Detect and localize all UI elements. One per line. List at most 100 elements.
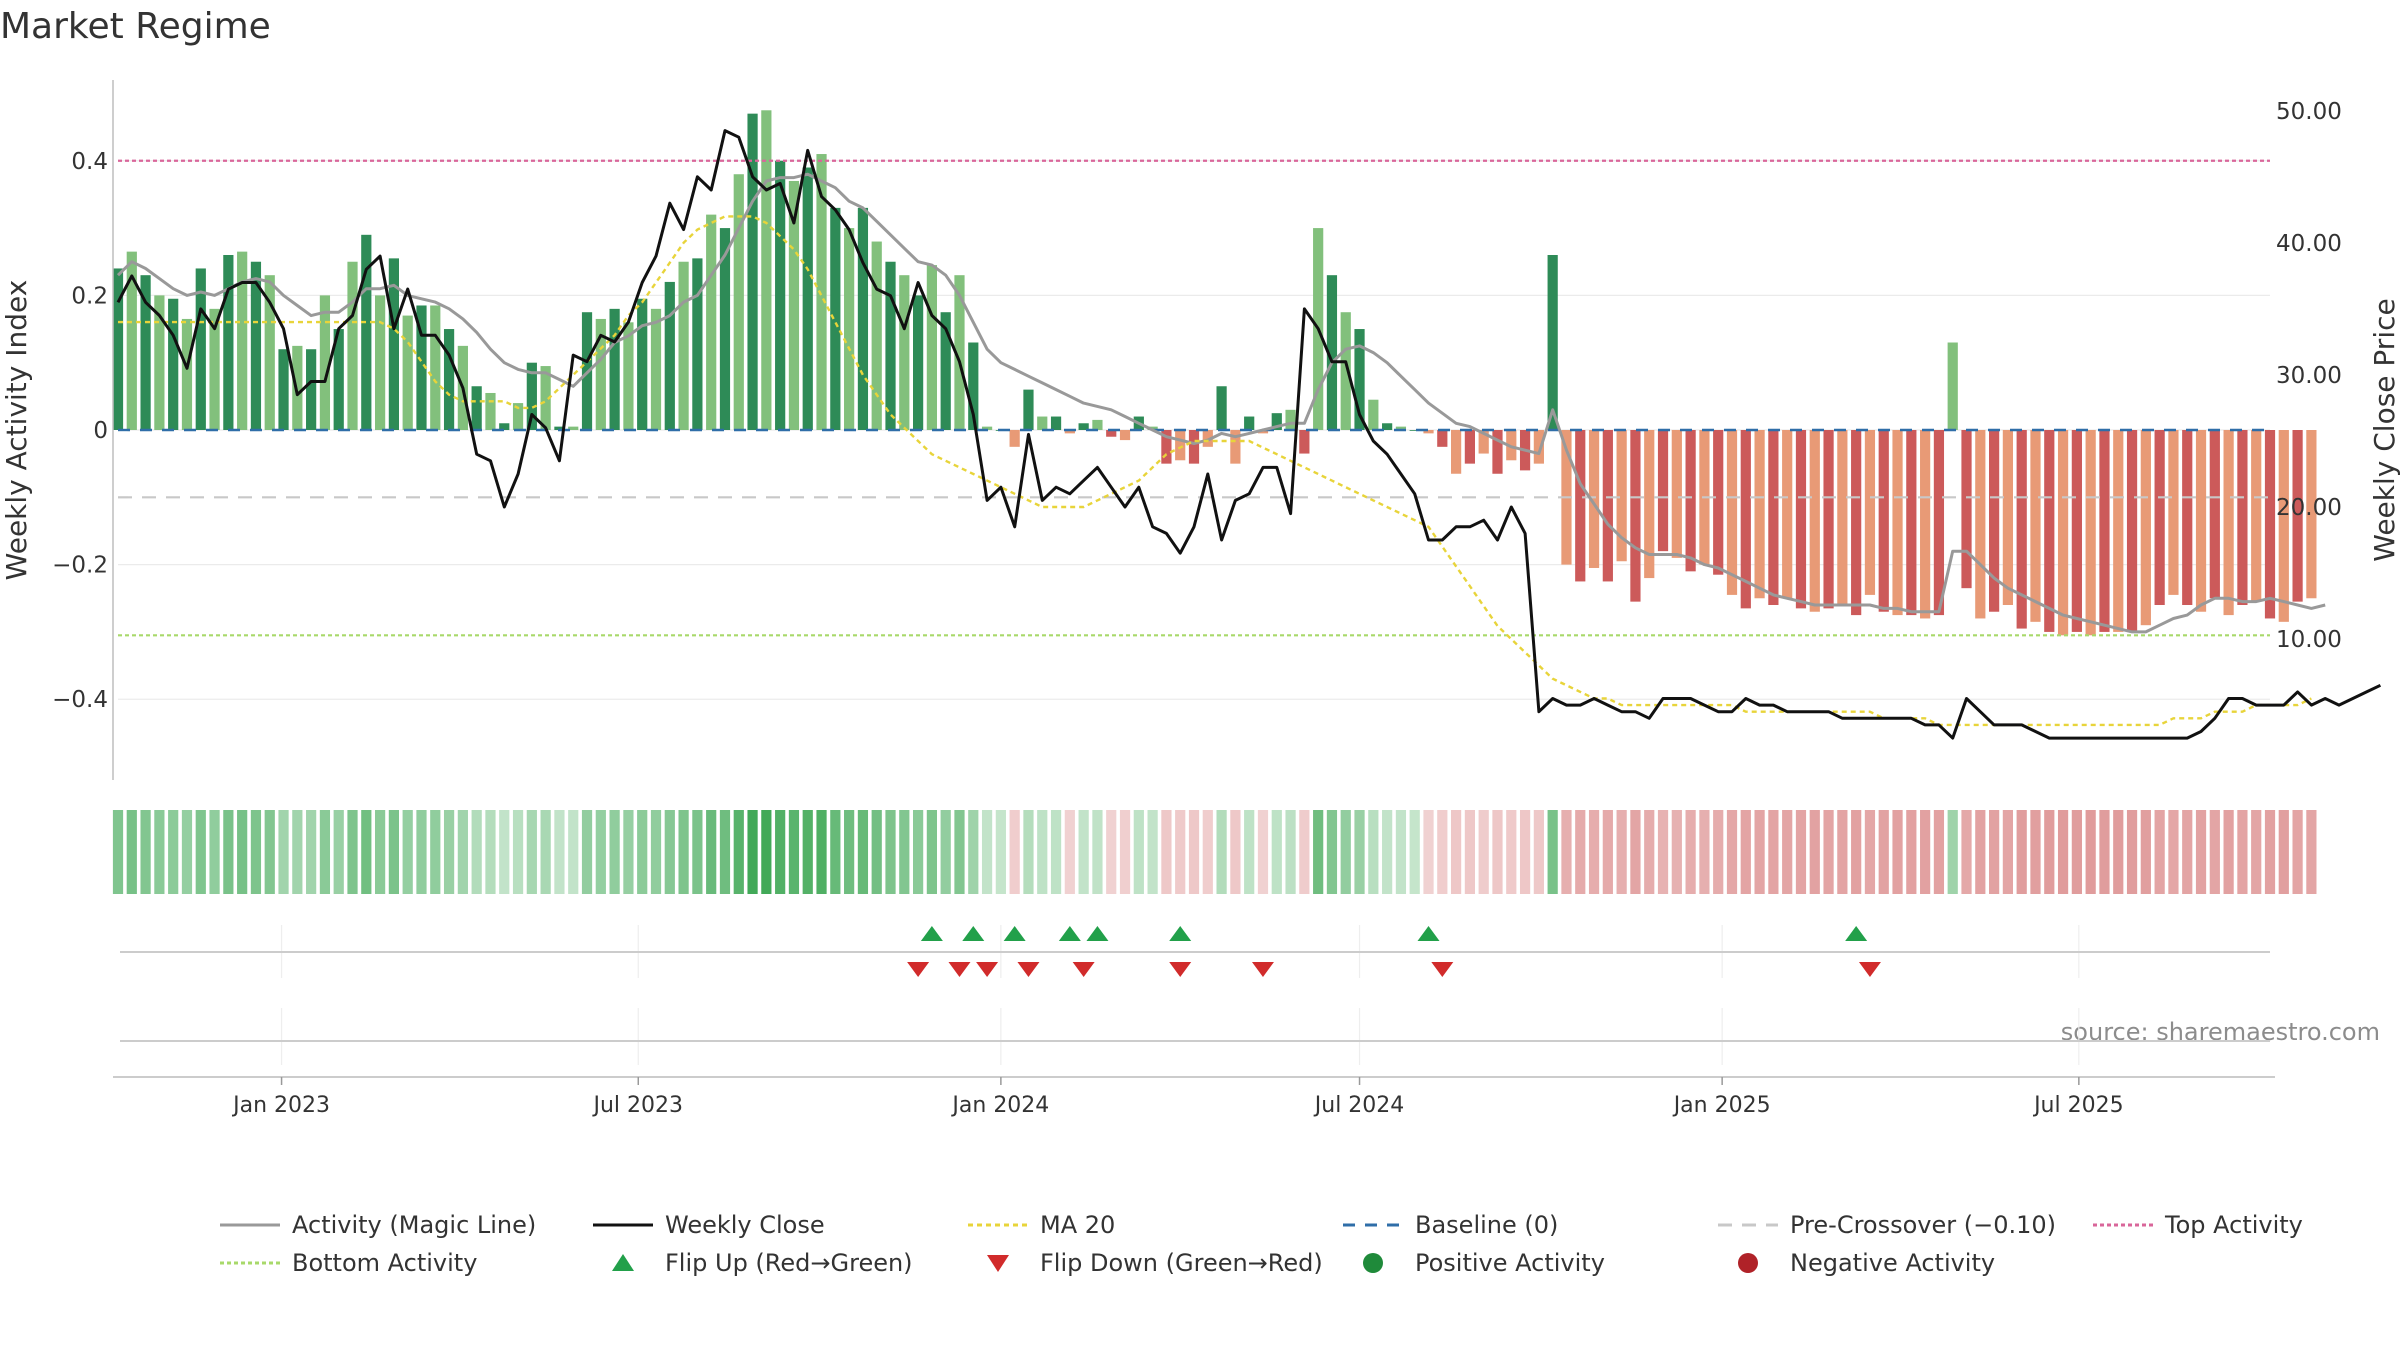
activity-bar bbox=[1216, 386, 1227, 430]
activity-bar bbox=[1630, 430, 1641, 602]
regime-strip-cell bbox=[581, 810, 593, 894]
activity-bar bbox=[913, 295, 924, 430]
regime-strip-cell bbox=[706, 810, 717, 894]
regime-strip-cell bbox=[2195, 810, 2207, 894]
regime-strip-cell bbox=[1823, 810, 1834, 894]
regime-strip-cell bbox=[181, 810, 193, 894]
regime-strip-cell bbox=[1809, 810, 1820, 894]
chart-title: Market Regime bbox=[0, 6, 271, 47]
y-tick-left: 0 bbox=[93, 418, 108, 444]
activity-bar bbox=[1892, 430, 1903, 616]
regime-strip-cell bbox=[1313, 810, 1324, 894]
regime-strip-cell bbox=[154, 810, 165, 894]
regime-strip-cell bbox=[857, 810, 869, 894]
regime-strip-cell bbox=[471, 810, 482, 894]
regime-strip-cell bbox=[126, 810, 137, 894]
y-tick-right: 20.00 bbox=[2276, 495, 2342, 521]
activity-bar bbox=[1230, 430, 1241, 464]
regime-strip-cell bbox=[1050, 810, 1062, 894]
regime-strip-cell bbox=[278, 810, 289, 894]
legend-label: MA 20 bbox=[1040, 1211, 1115, 1239]
activity-bar bbox=[1161, 430, 1172, 464]
activity-bar bbox=[1244, 416, 1255, 430]
activity-bar bbox=[1064, 430, 1075, 434]
regime-strip-cell bbox=[1285, 810, 1296, 894]
regime-strip-cell bbox=[678, 810, 689, 894]
regime-strip-cell bbox=[1519, 810, 1531, 894]
regime-strip-cell bbox=[2237, 810, 2248, 894]
flip-down-marker bbox=[1431, 962, 1454, 977]
activity-bar bbox=[1423, 430, 1434, 434]
activity-bar bbox=[2306, 430, 2317, 599]
regime-strip-cell bbox=[1864, 810, 1876, 894]
regime-strip-cell bbox=[885, 810, 896, 894]
regime-strip-cell bbox=[1257, 810, 1269, 894]
activity-bar bbox=[306, 349, 317, 430]
regime-strip-cell bbox=[2168, 810, 2179, 894]
regime-strip-cell bbox=[1768, 810, 1779, 894]
regime-strip-cell bbox=[1147, 810, 1158, 894]
regime-strip-cell bbox=[388, 810, 399, 894]
regime-strip-cell bbox=[1657, 810, 1669, 894]
regime-strip-cell bbox=[512, 810, 524, 894]
activity-bar bbox=[692, 258, 703, 430]
regime-strip-cell bbox=[2002, 810, 2013, 894]
regime-strip-cell bbox=[1685, 810, 1696, 894]
flip-down-marker bbox=[1251, 962, 1274, 977]
regime-strip-cell bbox=[1064, 810, 1075, 894]
activity-bar bbox=[416, 305, 427, 430]
flip-up-marker bbox=[1417, 926, 1440, 941]
regime-strip-cell bbox=[733, 810, 744, 894]
activity-bar bbox=[1340, 312, 1351, 430]
regime-strip-cell bbox=[1713, 810, 1724, 894]
activity-bar bbox=[706, 214, 717, 430]
y-tick-right: 50.00 bbox=[2276, 99, 2342, 125]
magic-line bbox=[116, 172, 2326, 634]
y-tick-left: 0.2 bbox=[71, 283, 108, 309]
regime-strip-cell bbox=[1395, 810, 1407, 894]
regime-strip-cell bbox=[2306, 810, 2317, 894]
regime-strip-cell bbox=[802, 810, 813, 894]
regime-strip-cell bbox=[788, 810, 800, 894]
activity-bar bbox=[154, 295, 165, 430]
regime-strip-cell bbox=[1782, 810, 1793, 894]
regime-strip-cell bbox=[347, 810, 358, 894]
regime-strip-cell bbox=[1216, 810, 1227, 894]
regime-strip-cell bbox=[333, 810, 344, 894]
regime-strip-cell bbox=[264, 810, 275, 894]
regime-strip-cell bbox=[2099, 810, 2110, 894]
activity-bar bbox=[1078, 423, 1089, 430]
flip-up-marker bbox=[1003, 926, 1026, 941]
regime-strip-cell bbox=[1340, 810, 1351, 894]
activity-bar bbox=[816, 154, 827, 431]
legend-label: Pre-Crossover (−0.10) bbox=[1790, 1211, 2056, 1239]
regime-strip-cell bbox=[2126, 810, 2138, 894]
regime-strip-cell bbox=[1119, 810, 1131, 894]
regime-strip-cell bbox=[1630, 810, 1641, 894]
activity-bar bbox=[2209, 430, 2220, 599]
activity-bar bbox=[1147, 426, 1158, 430]
regime-strip-cell bbox=[692, 810, 703, 894]
activity-bar bbox=[1547, 255, 1558, 430]
regime-strip-cell bbox=[1699, 810, 1710, 894]
activity-bar bbox=[1202, 430, 1213, 447]
regime-strip-cell bbox=[209, 810, 220, 894]
y-axis-right-label: Weekly Close Price bbox=[2368, 298, 2400, 561]
regime-strip-cell bbox=[2223, 810, 2234, 894]
regime-strip-cell bbox=[1382, 810, 1393, 894]
activity-bar bbox=[2168, 430, 2179, 595]
activity-bar bbox=[1920, 430, 1931, 619]
regime-strip-cell bbox=[995, 810, 1006, 894]
weekly-close-line bbox=[116, 129, 2382, 740]
activity-bar bbox=[940, 312, 951, 430]
activity-bar bbox=[402, 315, 413, 430]
x-tick-label: Jan 2024 bbox=[950, 1093, 1049, 1118]
regime-strip-cell bbox=[168, 810, 179, 894]
activity-bar bbox=[1851, 430, 1862, 616]
regime-strip-cell bbox=[361, 810, 372, 894]
activity-bar bbox=[430, 305, 441, 430]
activity-bar bbox=[1119, 430, 1131, 441]
activity-bar bbox=[126, 251, 137, 430]
regime-strip-cell bbox=[1106, 810, 1117, 894]
flip-down-marker bbox=[1072, 962, 1095, 977]
